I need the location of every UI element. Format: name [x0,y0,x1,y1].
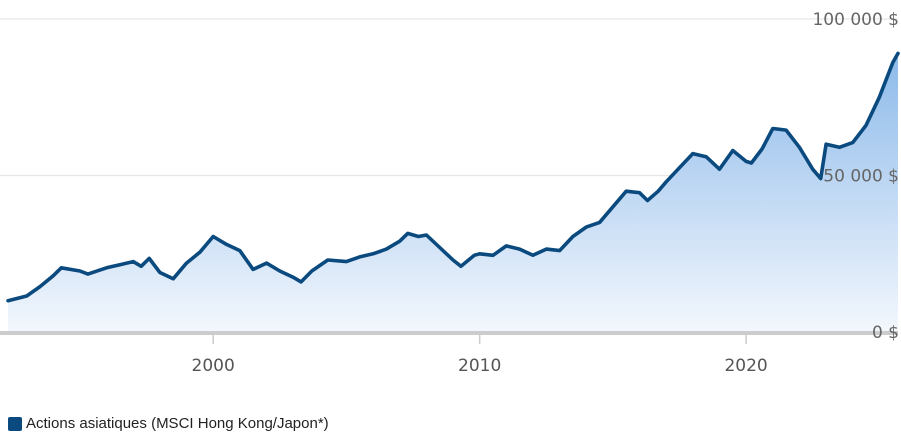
legend-swatch [8,416,22,431]
x-tick-label: 2010 [458,356,501,376]
series-line [6,51,900,303]
y-tick-label: 50 000 $ [823,167,899,187]
y-tick-labels: 0 $ 50 000 $ 100 000 $ [812,10,899,343]
x-tick-marks [212,334,747,344]
legend[interactable]: Actions asiatiques (MSCI Hong Kong/Japon… [8,415,329,432]
x-tick-labels: 2000 2010 2020 [192,356,768,376]
y-tick-label: 0 $ [872,323,899,343]
x-tick-label: 2000 [192,356,235,376]
series-area-fill [8,53,898,333]
legend-label: Actions asiatiques (MSCI Hong Kong/Japon… [26,415,329,432]
area-chart: 0 $ 50 000 $ 100 000 $ 2000 2010 2020 [0,10,900,376]
x-tick-label: 2020 [724,356,767,376]
y-tick-label: 100 000 $ [812,10,899,30]
